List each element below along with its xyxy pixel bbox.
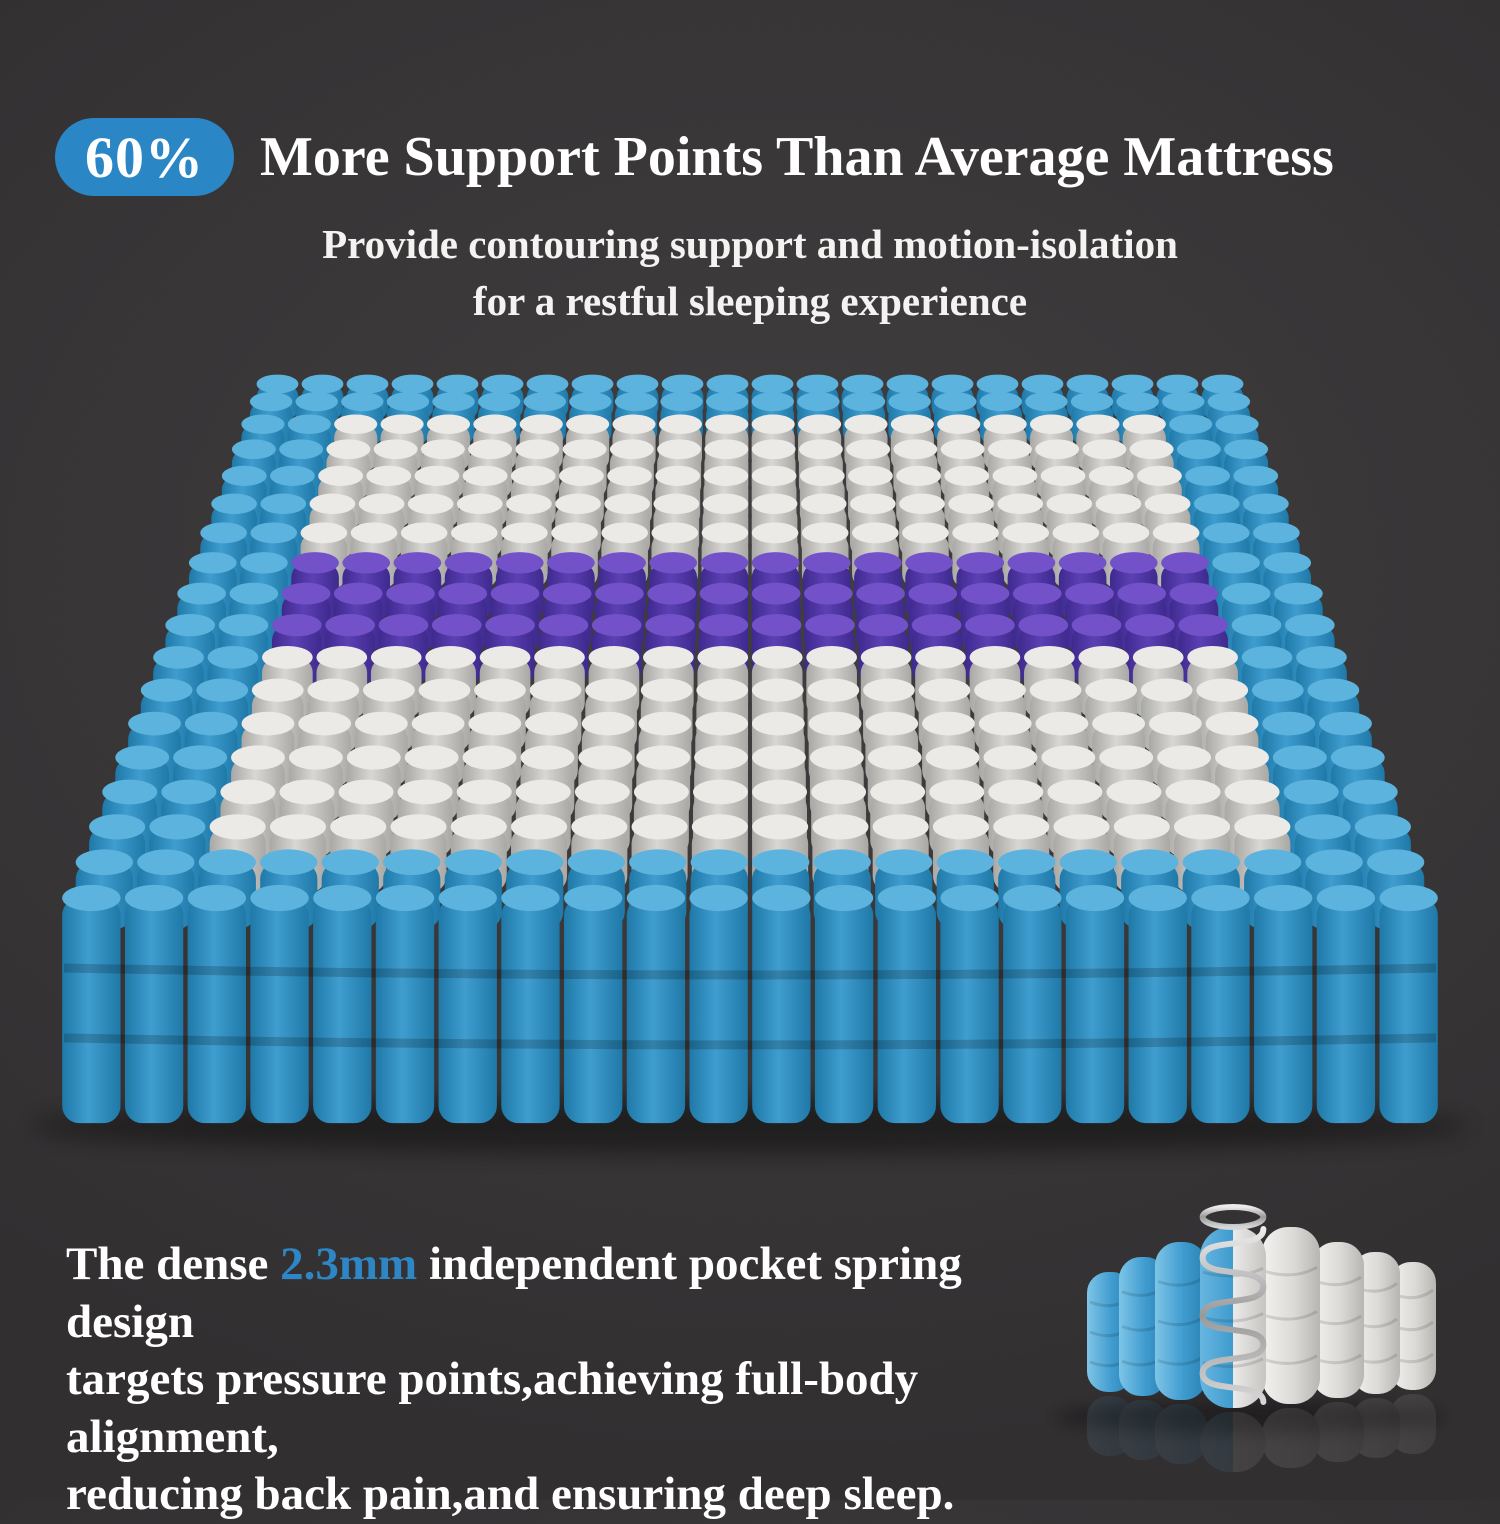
subtitle: Provide contouring support and motion-is… [0,216,1500,329]
subtitle-line-1: Provide contouring support and motion-is… [322,221,1178,267]
spring-grid [62,374,1438,1124]
paragraph-line-2: targets pressure points,achieving full-b… [66,1353,919,1463]
highlight-spring-gauge: 2.3mm [280,1238,418,1290]
header: 60% More Support Points Than Average Mat… [55,118,1480,196]
steel-coil-helix [1199,1226,1267,1405]
paragraph-line-1: The dense 2.3mm independent pocket sprin… [66,1238,962,1348]
pocket-spring-cluster-illustration [1055,1204,1445,1472]
mattress-spring-grid-illustration [30,374,1470,1154]
cluster-springs [1087,1204,1436,1408]
cluster-reflection [1087,1394,1436,1472]
subtitle-line-2: for a restful sleeping experience [472,277,1028,324]
steel-coil-top-ring [1199,1204,1267,1230]
percentage-badge: 60% [55,118,234,196]
description-paragraph: The dense 2.3mm independent pocket sprin… [66,1236,1096,1524]
page-title: More Support Points Than Average Mattres… [260,126,1334,188]
mattress-floor-shadow [30,1098,1470,1154]
paragraph-line-3: reducing back pain,and ensuring deep sle… [66,1468,955,1521]
